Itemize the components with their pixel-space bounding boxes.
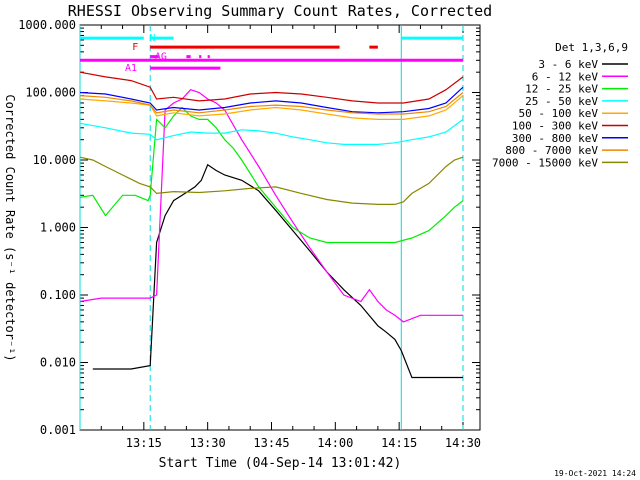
y-tick-label: 1000.000 (18, 18, 76, 32)
flag-bar-label: AG (155, 52, 167, 63)
x-tick-label: 14:00 (317, 436, 353, 450)
x-tick-label: 13:45 (253, 436, 289, 450)
series-line (79, 118, 464, 145)
legend-entry-label: 800 - 7000 keV (505, 144, 598, 157)
flag-bar-label: N (149, 33, 155, 44)
series-line (79, 95, 464, 121)
x-tick-label: 14:15 (381, 436, 417, 450)
plot-frame (79, 24, 481, 431)
y-tick-label: 1.000 (40, 221, 76, 235)
y-tick-label: 10.000 (33, 153, 76, 167)
series-line (92, 163, 463, 379)
legend-entry-label: 6 - 12 keV (532, 70, 599, 83)
y-tick-label: 0.010 (40, 356, 76, 370)
legend-entry-label: 100 - 300 keV (512, 120, 598, 133)
legend-entry-label: 300 - 800 keV (512, 132, 598, 145)
chart-title: RHESSI Observing Summary Count Rates, Co… (68, 2, 492, 20)
y-tick-label: 0.100 (40, 288, 76, 302)
x-axis-label: Start Time (04-Sep-14 13:01:42) (159, 456, 402, 471)
series-line (79, 156, 464, 205)
series-line (79, 71, 464, 104)
legend-title: Det 1,3,6,9 (555, 41, 628, 54)
x-tick-label: 14:30 (445, 436, 481, 450)
x-tick-label: 13:30 (190, 436, 226, 450)
flag-bar-label: A1 (125, 63, 137, 74)
legend-entry-label: 12 - 25 keV (525, 83, 598, 96)
footer-date: 19-Oct-2021 14:24 (554, 469, 636, 478)
legend-entry-label: 25 - 50 keV (525, 95, 598, 108)
legend-entry-label: 50 - 100 keV (519, 107, 599, 120)
series-line (79, 92, 464, 115)
legend-entry-label: 7000 - 15000 keV (492, 156, 598, 169)
plot-area: 1000.000 100.000 10.000 1.000 0.100 0.010 0.00… (18, 18, 481, 450)
series-line (79, 89, 463, 323)
flag-bar-label: F (132, 42, 138, 53)
x-tick-label: 13:15 (126, 436, 162, 450)
y-axis-label: Corrected Count Rate (s⁻¹ detector⁻¹) (3, 94, 17, 361)
legend-entry-label: 3 - 6 keV (538, 58, 598, 71)
y-tick-label: 100.000 (25, 86, 76, 100)
series-line (79, 86, 464, 114)
series-line (79, 106, 464, 244)
y-tick-label: 0.001 (40, 423, 76, 437)
